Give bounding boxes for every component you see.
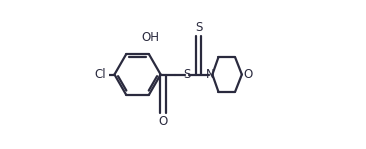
- Text: S: S: [183, 68, 190, 81]
- Text: O: O: [158, 115, 168, 128]
- Text: O: O: [244, 68, 253, 81]
- Text: OH: OH: [142, 31, 160, 44]
- Text: Cl: Cl: [94, 68, 105, 81]
- Text: S: S: [195, 21, 202, 34]
- Text: N: N: [206, 68, 215, 81]
